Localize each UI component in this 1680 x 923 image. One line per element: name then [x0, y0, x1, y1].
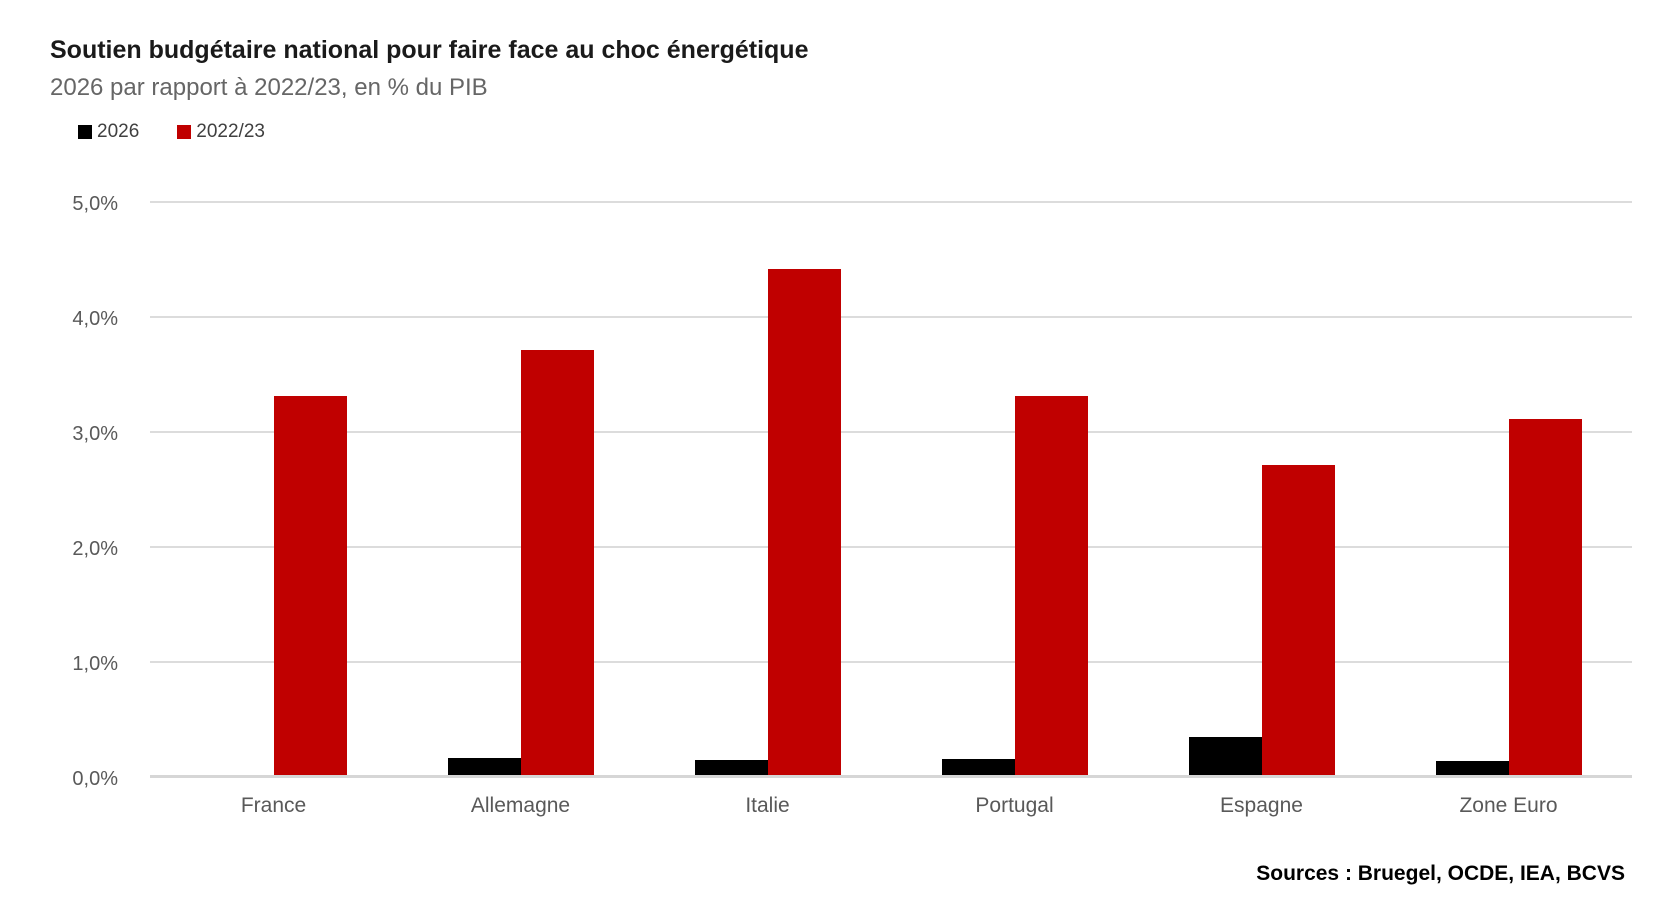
bar-2022-23-allemagne	[520, 349, 594, 775]
gridline-30	[150, 431, 1632, 433]
gridline-20	[150, 546, 1632, 548]
bar-group-portugal	[941, 395, 1088, 775]
bar-group-espagne	[1188, 464, 1335, 775]
gridline-00	[150, 775, 1632, 778]
y-axis: 0,0% 1,0% 2,0% 3,0% 4,0% 5,0%	[0, 0, 118, 923]
y-tick-label: 3,0%	[72, 423, 118, 445]
plot-area	[150, 201, 1632, 778]
chart-legend: 2026 2022/23	[78, 121, 265, 143]
x-tick-label-espagne: Espagne	[1220, 794, 1303, 817]
legend-label-2026: 2026	[97, 121, 140, 142]
y-tick-label: 1,0%	[72, 653, 118, 675]
gridline-40	[150, 316, 1632, 318]
x-tick-label-italie: Italie	[745, 794, 790, 817]
bar-group-france	[201, 395, 347, 775]
legend-item-2026: 2026	[78, 121, 139, 143]
bar-2026-espagne	[1188, 737, 1262, 775]
bar-2022-23-italie	[767, 269, 841, 775]
bar-group-allemagne	[447, 349, 594, 775]
bar-2026-portugal	[941, 758, 1015, 775]
bar-2026-italie	[694, 760, 768, 775]
y-tick-label: 2,0%	[72, 538, 118, 560]
x-tick-label-allemagne: Allemagne	[470, 794, 571, 817]
legend-swatch-2026	[78, 125, 92, 139]
chart-title: Soutien budgétaire national pour faire f…	[50, 36, 809, 64]
bar-2022-23-zone-euro	[1508, 418, 1582, 775]
y-tick-label: 0,0%	[72, 768, 118, 790]
chart-subtitle: 2026 par rapport à 2022/23, en % du PIB	[50, 74, 488, 101]
y-tick-label: 4,0%	[72, 308, 118, 330]
bar-group-zone-euro	[1435, 418, 1582, 775]
bar-2022-23-france	[273, 395, 347, 775]
gridline-10	[150, 661, 1632, 663]
gridline-50	[150, 201, 1632, 203]
bar-2026-allemagne	[447, 757, 521, 775]
legend-swatch-2022-23	[177, 125, 192, 139]
y-tick-label: 5,0%	[72, 193, 118, 215]
bar-2022-23-portugal	[1014, 395, 1088, 775]
x-tick-label-france: France	[240, 794, 307, 817]
x-axis: France Allemagne Italie Portugal Espagne Zone…	[150, 794, 1632, 828]
legend-label-2022-23: 2022/23	[196, 121, 265, 142]
legend-item-2022-23: 2022/23	[177, 121, 265, 143]
source-note: Sources : Bruegel, OCDE, IEA, BCVS	[1256, 862, 1625, 885]
bar-2026-zone-euro	[1435, 761, 1509, 775]
x-tick-label-portugal: Portugal	[975, 794, 1054, 817]
bar-2022-23-espagne	[1261, 464, 1335, 775]
bar-group-italie	[694, 269, 841, 775]
x-tick-label-zone-euro: Zone Euro	[1459, 794, 1558, 817]
